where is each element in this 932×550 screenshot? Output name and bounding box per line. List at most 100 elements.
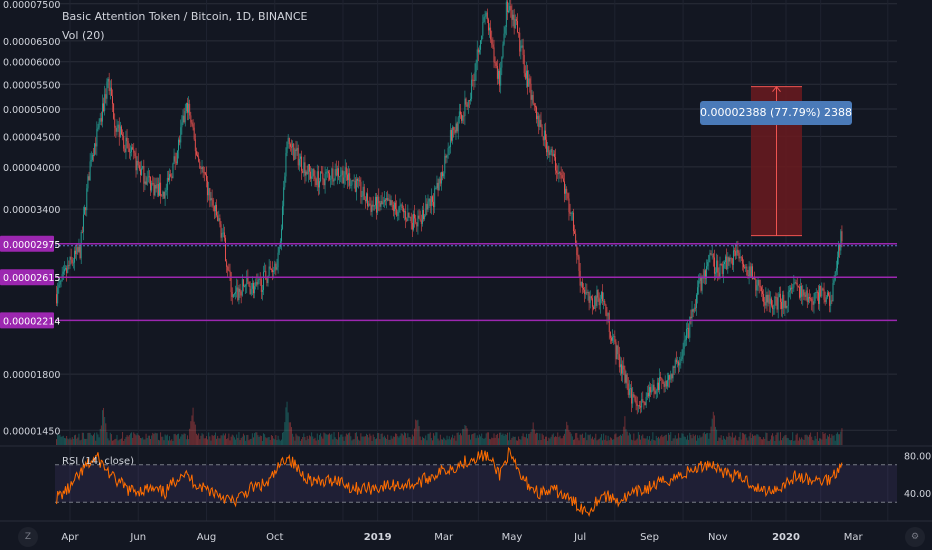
candle-body (530, 83, 532, 100)
volume-bar (184, 433, 186, 445)
volume-bar (766, 432, 768, 445)
candle-body (580, 281, 582, 286)
candle-body (452, 127, 454, 141)
volume-bar (462, 428, 464, 445)
volume-bar (359, 440, 361, 445)
volume-bar (136, 433, 138, 445)
candle-body (327, 171, 329, 174)
candle-body (548, 146, 550, 156)
volume-bar (410, 438, 412, 445)
volume-bar (577, 437, 579, 445)
volume-bar (201, 433, 203, 445)
volume-bar (372, 434, 374, 445)
volume-bar (678, 433, 680, 445)
candle-body (496, 66, 498, 79)
candle-body (239, 288, 241, 292)
volume-bar (278, 439, 280, 445)
level-price-tag[interactable] (0, 312, 54, 329)
price-axis[interactable]: 0.00007500 0.00006500 0.00006000 0.00005500… (3, 0, 60, 437)
volume-bar (247, 434, 249, 445)
candle-body (387, 198, 389, 201)
candle-body (489, 27, 490, 31)
volume-bar (373, 437, 375, 445)
volume-bar (650, 440, 652, 445)
time-axis[interactable]: Apr Jun Aug Oct 2019 Mar May Jul Sep Nov 2020 Mar (0, 520, 932, 543)
level-price-tag[interactable] (0, 235, 54, 252)
candle-body (71, 259, 73, 263)
candle-body (193, 127, 195, 140)
volume-bar (58, 435, 60, 445)
chart-title: Basic Attention Token / Bitcoin, 1D, BIN… (62, 10, 308, 23)
candle-body (749, 266, 751, 277)
volume-bar (280, 439, 282, 445)
candle-body (95, 143, 97, 147)
candle-body (596, 289, 598, 306)
candle-body (371, 204, 373, 212)
candle-body (730, 257, 732, 259)
volume-bar (81, 432, 83, 445)
candle-body (706, 266, 708, 279)
volume-bar (154, 432, 156, 445)
candle-body (296, 147, 298, 151)
candle-body (132, 147, 134, 150)
candle-body (471, 79, 473, 99)
volume-bar (838, 434, 840, 445)
volume-bar (256, 432, 258, 445)
zoom-icon[interactable]: Z (18, 527, 38, 547)
candle-body (398, 206, 400, 212)
volume-bar (498, 438, 499, 445)
candle-body (164, 191, 166, 199)
candle-body (334, 169, 336, 181)
candle-body (447, 148, 449, 155)
settings-icon[interactable]: ⚙ (905, 527, 925, 547)
volume-bar (721, 439, 723, 445)
volume-bar (778, 440, 780, 445)
candle-body (377, 196, 379, 213)
volume-bar (417, 419, 419, 445)
candle-body (302, 170, 304, 173)
candle-body (444, 155, 446, 174)
level-price-tag[interactable] (0, 269, 54, 286)
candle-body (687, 327, 688, 329)
volume-bar (495, 434, 497, 445)
volume-bar (259, 435, 261, 445)
volume-bar (210, 440, 212, 445)
candle-body (286, 141, 288, 154)
volume-bar (461, 435, 463, 445)
volume-bar (684, 436, 686, 445)
candle-body (685, 328, 687, 340)
volume-bar (442, 439, 443, 445)
volume-bar (355, 432, 357, 445)
volume-bar (315, 440, 317, 445)
volume-bar (506, 432, 508, 445)
volume-bar (814, 436, 816, 445)
volume-bar (502, 433, 504, 445)
candle-body (436, 182, 438, 189)
candle-body (826, 292, 828, 298)
volume-bar (141, 438, 143, 445)
candle-body (165, 190, 167, 192)
volume-bar (751, 434, 753, 445)
candle-body (482, 21, 484, 36)
candle-body (448, 147, 450, 149)
candle-body (767, 294, 769, 303)
volume-bar (557, 432, 559, 445)
horizontal-levels[interactable]: 0.00002975 0.00002615 0.00002214 (0, 235, 897, 329)
candle-body (739, 256, 741, 259)
volume-bar (617, 436, 619, 445)
candle-body (791, 287, 793, 289)
volume-bar (105, 423, 107, 445)
volume-bar (762, 439, 763, 445)
volume-bar (694, 434, 696, 445)
volume-bar (753, 435, 755, 445)
volume-bar (489, 438, 490, 445)
candle-body (423, 210, 424, 220)
volume-bar (737, 440, 739, 445)
volume-bar (735, 435, 737, 445)
candle-body (345, 167, 347, 175)
volume-bar (222, 433, 224, 445)
volume-bar (729, 435, 731, 445)
volume-bar (225, 433, 226, 445)
volume-bar (306, 435, 308, 445)
